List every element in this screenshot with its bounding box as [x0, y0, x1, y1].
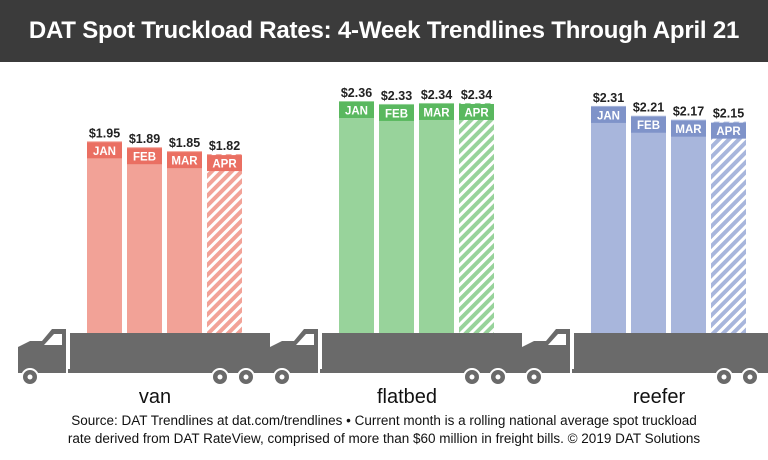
reefer-month-band-jan — [591, 106, 626, 123]
flatbed-bar-apr — [459, 102, 494, 334]
van-month-band-jan — [87, 142, 122, 159]
van-value-label-apr: $1.82 — [209, 139, 240, 153]
reefer-bar-jan — [591, 105, 626, 333]
van-month-label-mar: MAR — [171, 156, 198, 168]
reefer-value-label-feb: $2.21 — [633, 101, 664, 115]
chart-title: DAT Spot Truckload Rates: 4-Week Trendli… — [0, 0, 768, 62]
flatbed-value-label-mar: $2.34 — [421, 88, 452, 102]
reefer-bar-apr — [711, 121, 746, 333]
flatbed-month-label-feb: FEB — [385, 108, 408, 120]
reefer-value-label-apr: $2.15 — [713, 107, 744, 121]
flatbed-value-label-feb: $2.33 — [381, 89, 412, 103]
reefer-month-label-feb: FEB — [637, 120, 660, 132]
van-value-label-jan: $1.95 — [89, 126, 120, 140]
flatbed-value-label-apr: $2.34 — [461, 88, 492, 102]
van-bar-jan — [87, 141, 122, 333]
van-month-label-apr: APR — [212, 159, 237, 171]
van-value-label-feb: $1.89 — [129, 132, 160, 146]
reefer-month-band-mar — [671, 120, 706, 137]
flatbed-bar-group: JAN $2.36 FEB $2.33 MAR $2.34 APR $2.34 flatbed — [270, 86, 522, 408]
reefer-truck-icon — [522, 329, 768, 386]
reefer-bar-feb — [631, 115, 666, 334]
reefer-month-band-feb — [631, 116, 666, 133]
flatbed-month-band-apr — [459, 103, 494, 120]
reefer-value-label-jan: $2.31 — [593, 91, 624, 105]
van-month-band-apr — [207, 155, 242, 172]
flatbed-value-label-jan: $2.36 — [341, 86, 372, 100]
flatbed-bar-jan — [339, 101, 374, 333]
footnote-line-2: rate derived from DAT RateView, comprise… — [67, 431, 701, 446]
van-bar-mar — [167, 151, 202, 333]
van-category-label: van — [139, 386, 171, 408]
flatbed-month-label-mar: MAR — [423, 107, 450, 119]
flatbed-month-band-mar — [419, 103, 454, 120]
reefer-month-label-apr: APR — [716, 126, 741, 138]
reefer-category-label: reefer — [633, 386, 686, 408]
van-month-band-mar — [167, 152, 202, 169]
flatbed-month-band-feb — [379, 104, 414, 121]
reefer-month-band-apr — [711, 122, 746, 139]
van-bar-feb — [127, 147, 162, 333]
flatbed-month-band-jan — [339, 102, 374, 118]
van-month-label-feb: FEB — [133, 152, 156, 164]
van-month-band-feb — [127, 148, 162, 165]
flatbed-bar-mar — [419, 102, 454, 334]
reefer-value-label-mar: $2.17 — [673, 105, 704, 119]
van-truck-icon — [18, 329, 270, 386]
footnote-line-1: Source: DAT Trendlines at dat.com/trendl… — [71, 413, 697, 428]
reefer-bar-mar — [671, 119, 706, 333]
reefer-month-label-mar: MAR — [675, 124, 702, 136]
truckload-rates-chart: JAN $1.95 FEB $1.89 MAR $1.85 APR $1.82 van JAN $2… — [18, 86, 768, 408]
van-bar-apr — [207, 154, 242, 333]
source-footnote: Source: DAT Trendlines at dat.com/trendl… — [0, 412, 768, 448]
reefer-month-label-jan: JAN — [597, 110, 620, 122]
van-month-label-jan: JAN — [93, 146, 116, 158]
flatbed-month-label-apr: APR — [464, 107, 489, 119]
flatbed-truck-icon — [270, 329, 522, 386]
van-bar-group: JAN $1.95 FEB $1.89 MAR $1.85 APR $1.82 van — [18, 126, 270, 408]
flatbed-category-label: flatbed — [377, 386, 437, 408]
flatbed-bar-feb — [379, 103, 414, 333]
reefer-bar-group: JAN $2.31 FEB $2.21 MAR $2.17 APR $2.15 reefer — [522, 91, 768, 408]
flatbed-month-label-jan: JAN — [345, 106, 368, 118]
van-value-label-mar: $1.85 — [169, 136, 200, 150]
